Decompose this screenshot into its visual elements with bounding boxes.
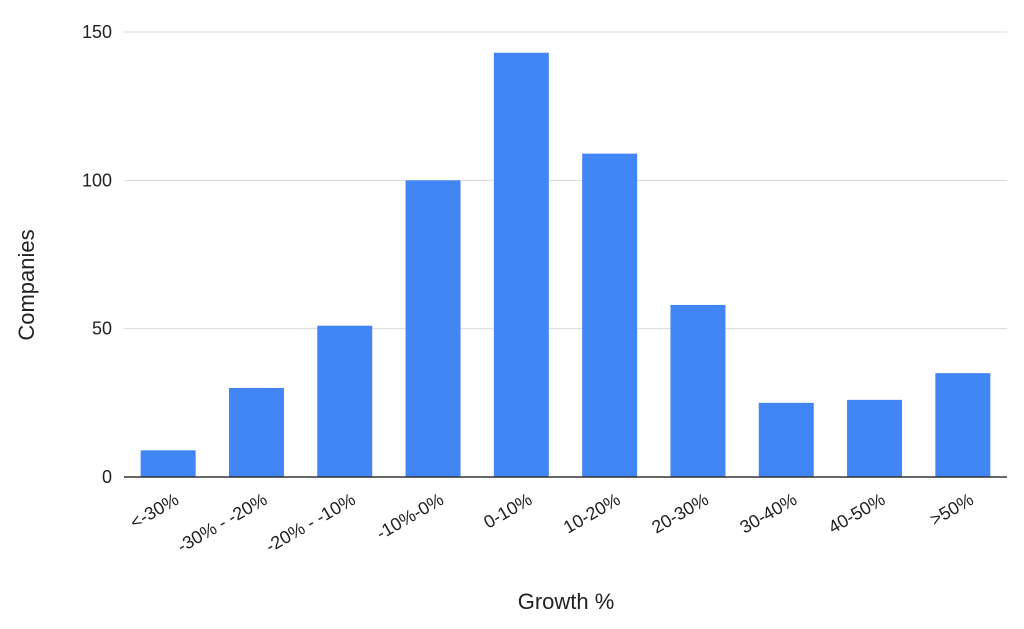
x-tick-label: -30% - -20% — [174, 489, 271, 556]
bar — [935, 373, 991, 477]
bar — [317, 325, 373, 477]
bar — [228, 388, 284, 477]
x-tick-label: 40-50% — [825, 489, 889, 537]
bar — [582, 153, 638, 477]
y-tick-label: 50 — [92, 319, 112, 339]
y-tick-label: 0 — [102, 467, 112, 487]
gridlines — [124, 31, 1007, 330]
bar — [493, 52, 549, 478]
x-tick-label: <-30% — [127, 489, 183, 533]
x-tick-label: 10-20% — [560, 489, 624, 537]
x-tick-label: 20-30% — [648, 489, 712, 537]
bar — [758, 402, 814, 477]
x-tick-label: 30-40% — [737, 489, 801, 537]
bar — [847, 399, 903, 477]
bar — [140, 450, 196, 477]
y-tick-label: 100 — [82, 170, 112, 190]
y-tick-label: 150 — [82, 22, 112, 42]
y-tick-labels: 0 50 100 150 — [82, 22, 112, 487]
x-axis-title: Growth % — [518, 589, 615, 614]
y-axis-title: Companies — [14, 229, 39, 340]
bar — [670, 304, 726, 477]
x-tick-label: -20% - -10% — [262, 489, 359, 556]
x-tick-label: 0-10% — [480, 489, 535, 532]
x-tick-labels: <-30%-30% - -20%-20% - -10% -10%-0% 0-10% 1… — [127, 489, 977, 556]
bar — [405, 180, 461, 478]
x-tick-label: >50% — [927, 489, 977, 530]
bars — [140, 52, 991, 478]
x-tick-label: -10%-0% — [373, 489, 447, 543]
